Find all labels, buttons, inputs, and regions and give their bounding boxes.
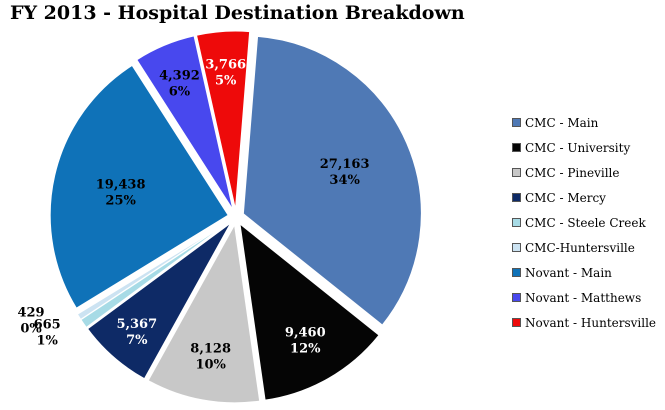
legend-label: CMC - Mercy — [525, 190, 606, 205]
slice-percent-label: 5% — [215, 74, 237, 89]
slice-value-label: 8,128 — [190, 341, 231, 356]
slice-value-label: 3,766 — [205, 58, 246, 73]
legend-item: Novant - Huntersville — [512, 310, 656, 335]
pie-slice-novant-main — [49, 64, 229, 309]
slice-value-label: 665 — [34, 318, 61, 333]
legend-label: CMC - Main — [525, 115, 599, 130]
legend-label: Novant - Huntersville — [525, 315, 657, 330]
slice-percent-label: 7% — [126, 333, 148, 348]
legend-label: CMC - Steele Creek — [525, 215, 646, 230]
slice-percent-label: 10% — [195, 357, 226, 372]
legend-item: Novant - Main — [512, 260, 656, 285]
chart-title: FY 2013 - Hospital Destination Breakdown — [10, 2, 465, 24]
legend-swatch — [512, 243, 521, 252]
slice-percent-label: 25% — [105, 194, 136, 209]
slice-value-label: 4,392 — [159, 68, 200, 83]
pie-slice-cmc-huntersville — [76, 220, 230, 321]
slice-percent-label: 12% — [290, 341, 321, 356]
legend-item: CMC - Mercy — [512, 185, 656, 210]
legend-label: CMC-Huntersville — [525, 240, 635, 255]
legend-swatch — [512, 218, 521, 227]
slice-percent-label: 0% — [20, 321, 42, 336]
slice-value-label: 9,460 — [285, 325, 326, 340]
legend-label: Novant - Matthews — [525, 290, 642, 305]
legend-swatch — [512, 268, 521, 277]
slice-percent-label: 6% — [169, 84, 191, 99]
legend-item: CMC - University — [512, 135, 656, 160]
legend-label: Novant - Main — [525, 265, 612, 280]
pie-slice-cmc-pineville — [147, 223, 261, 404]
pie-slice-cmc-mercy — [86, 222, 232, 380]
pie-slice-cmc-main — [242, 35, 422, 326]
legend-item: CMC - Pineville — [512, 160, 656, 185]
legend-label: CMC - Pineville — [525, 165, 620, 180]
legend-swatch — [512, 318, 521, 327]
pie-slice-cmc-university — [239, 222, 380, 401]
slice-value-label: 19,438 — [96, 178, 146, 193]
legend-label: CMC - University — [525, 140, 631, 155]
legend-item: CMC - Steele Creek — [512, 210, 656, 235]
legend-swatch — [512, 168, 521, 177]
legend-swatch — [512, 293, 521, 302]
slice-value-label: 429 — [17, 305, 44, 320]
pie-slice-novant-huntersville — [195, 30, 251, 210]
slice-percent-label: 1% — [36, 334, 58, 349]
slice-value-label: 27,163 — [320, 157, 370, 172]
legend-item: CMC-Huntersville — [512, 235, 656, 260]
slice-percent-label: 34% — [329, 173, 360, 188]
legend-swatch — [512, 143, 521, 152]
pie-slice-novant-matthews — [136, 35, 234, 210]
legend-swatch — [512, 193, 521, 202]
legend-swatch — [512, 118, 521, 127]
legend: CMC - Main CMC - University CMC - Pinevill… — [512, 110, 656, 335]
legend-item: CMC - Main — [512, 110, 656, 135]
slice-value-label: 5,367 — [116, 317, 157, 332]
legend-item: Novant - Matthews — [512, 285, 656, 310]
